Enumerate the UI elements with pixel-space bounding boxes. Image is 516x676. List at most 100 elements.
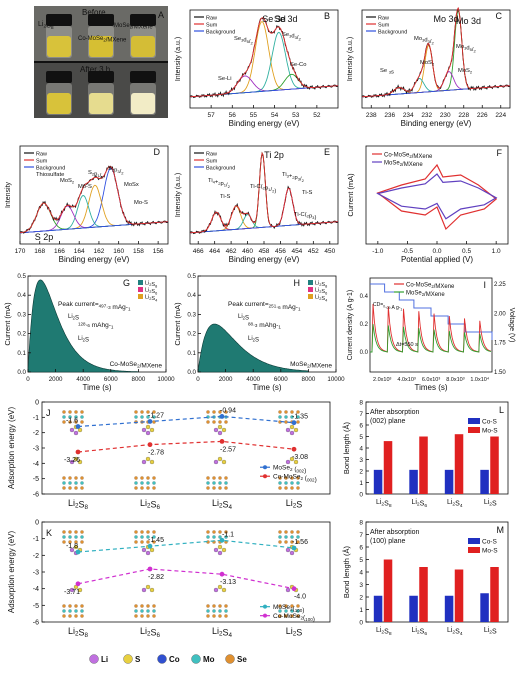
x-tick-label: 1.0: [492, 248, 501, 255]
y-tick-label: 0.3: [187, 311, 196, 318]
category-label: Li2S8: [68, 626, 89, 639]
y-tick-label: -1: [33, 536, 39, 543]
atom: [285, 459, 291, 465]
legend-label: MoSe2 (002): [273, 465, 306, 475]
y-tick-label: 0.2: [360, 322, 369, 328]
atom: [77, 459, 83, 465]
x-tick-label: 166: [54, 248, 65, 255]
x-axis-label: Binding energy (eV): [229, 119, 300, 128]
vial-cap: [46, 71, 72, 83]
slab-atom-top: [152, 410, 156, 414]
atom: [77, 587, 83, 593]
slab-atom-top: [290, 540, 294, 544]
slab-atom-top: [140, 540, 144, 544]
slab-atom-bottom: [152, 614, 156, 618]
panel-svg: Li2S8 Li2S6 Li2S4 Li2S -3.71 -2.82 -3.13 -4.0 -1…: [7, 520, 331, 639]
y-tick-label: 3: [359, 582, 363, 589]
slab-atom-bottom: [278, 614, 282, 618]
x-tick-label: 156: [153, 248, 164, 255]
y-tick-label: -3: [33, 446, 39, 453]
series-point-0: [147, 419, 153, 424]
slab-atom-top: [296, 535, 300, 539]
series-point-0: [291, 545, 297, 551]
x-tick-label: 458: [259, 248, 270, 255]
legend-label: Co-MoSe2 (002): [273, 474, 317, 484]
value-label: -3.08: [292, 454, 308, 461]
slab-atom-bottom: [278, 609, 282, 613]
slab-atom-top: [290, 415, 294, 419]
series-point-0: [219, 537, 225, 543]
chart-title: Mo 3d: [433, 14, 458, 24]
slab-atom-bottom: [146, 486, 150, 490]
category-label: Li2S8: [376, 499, 392, 509]
atom: [289, 550, 295, 556]
peak-label: Se3d3/2: [282, 32, 301, 42]
y-axis-label: Intensity (a.u.): [175, 37, 182, 81]
x-tick-label: 466: [193, 248, 204, 255]
slab-atom-bottom: [296, 604, 300, 608]
peak-label: Mo3d3/2: [414, 36, 434, 46]
bar-mo-s: [383, 559, 393, 622]
x-tick-label: 4.0x10³: [397, 377, 416, 383]
slab-atom-bottom: [290, 614, 294, 618]
panel-c-mo3d-xps: 238 236 234 232 230 228 226 224 Binding energy (…: [344, 4, 514, 134]
panel-d-s2p-xps: 170 168 166 164 162 160 158 156 Binding energy (…: [2, 140, 172, 270]
panel-svg: Li2S8 Li2S6 Li2S4 Li2S -3.26 -2.78 -2.57 -3.08 -…: [7, 400, 331, 511]
peak-label: Se 3s: [380, 68, 394, 76]
x-axis-label: Times (s): [414, 383, 447, 392]
slab-atom-bottom: [290, 486, 294, 490]
slab-atom-bottom: [278, 486, 282, 490]
legend-label: Li2S8: [145, 281, 157, 289]
x-tick-label: 160: [113, 248, 124, 255]
fit-peak-1: [20, 184, 168, 234]
slab-atom-top: [284, 410, 288, 414]
bar-mo-s: [383, 441, 393, 494]
x-tick-label: 55: [250, 112, 258, 119]
legend-label: Background: [36, 166, 65, 172]
x-tick-label: 8000: [302, 376, 316, 383]
x-tick-label: 1.0x10⁴: [470, 376, 490, 383]
value-label: -0.94: [220, 407, 236, 414]
slab-atom-top: [152, 535, 156, 539]
series-line-1: [77, 568, 295, 590]
sample-label: MoSe2/MXene: [290, 361, 332, 370]
legend-label: Sum: [36, 159, 48, 165]
slab-atom-bottom: [134, 609, 138, 613]
slab-atom-top: [146, 530, 150, 534]
slab-atom-top: [152, 420, 156, 424]
slab-atom-bottom: [206, 486, 210, 490]
value-label: -2.78: [148, 450, 164, 457]
slab-atom-top: [296, 420, 300, 424]
series-point-0: [75, 424, 81, 429]
panel-svg: Li2S8 Li2S6 Li2S4 Li2S 0 1 2 3 4 5 6 7 8 Bond length …: [342, 520, 509, 637]
y-tick-label: 5: [359, 434, 363, 441]
y-tick-label: 1: [359, 480, 363, 487]
atom: [149, 547, 155, 553]
y-tick-label: 8: [359, 520, 363, 527]
slab-atom-top: [284, 535, 288, 539]
y-tick-label: 7: [359, 411, 363, 418]
x-tick-label: 170: [15, 248, 26, 255]
panel-letter: J: [46, 408, 51, 418]
x-tick-label: 236: [384, 112, 395, 119]
bar-co-s: [444, 595, 454, 622]
slab-atom-top: [206, 420, 210, 424]
slab-atom-bottom: [212, 481, 216, 485]
y-tick-label: 0: [359, 492, 363, 499]
slab-atom-bottom: [80, 481, 84, 485]
atom-legend-label-se: Se: [237, 655, 247, 664]
plot-frame: [19, 145, 169, 245]
y-tick-label: 0.3: [17, 311, 26, 318]
slab-atom-bottom: [146, 609, 150, 613]
value-label: -3.71: [64, 589, 80, 596]
slab-atom-bottom: [212, 614, 216, 618]
slab-atom-top: [218, 410, 222, 414]
x-tick-label: 54: [271, 112, 279, 119]
value-label: -4.0: [294, 594, 306, 601]
slab-atom-top: [218, 530, 222, 534]
sum-line: [190, 151, 338, 234]
atom: [217, 456, 223, 462]
slab-atom-bottom: [206, 476, 210, 480]
slab-atom-bottom: [68, 476, 72, 480]
current-series-1: [370, 323, 492, 353]
